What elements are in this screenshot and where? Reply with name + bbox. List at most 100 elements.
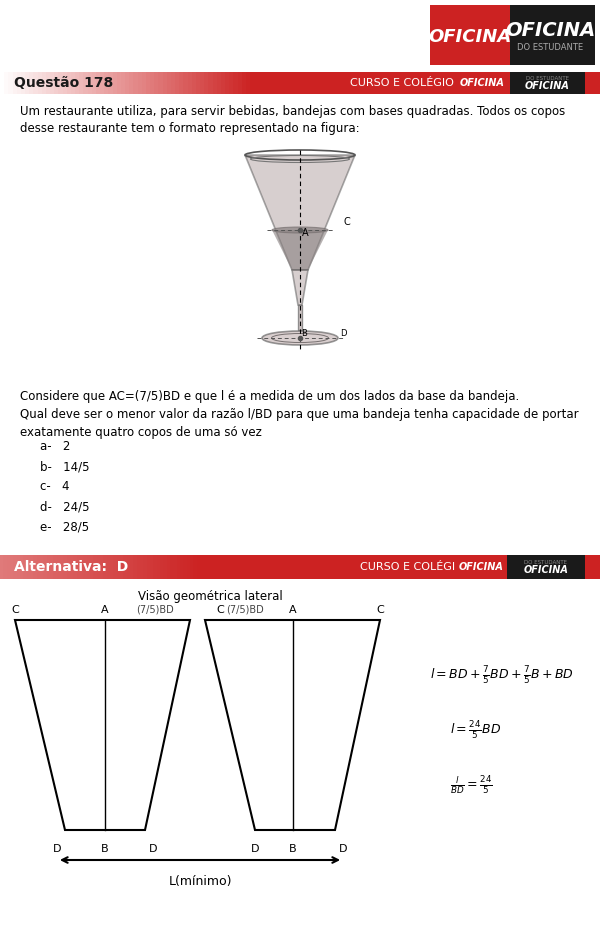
Bar <box>212 72 217 94</box>
Text: (7/5)BD: (7/5)BD <box>136 605 174 615</box>
Bar <box>175 72 179 94</box>
Bar <box>56 555 60 579</box>
Bar <box>121 72 125 94</box>
Bar <box>160 555 163 579</box>
Bar <box>179 72 184 94</box>
Text: D: D <box>53 844 61 854</box>
Bar <box>173 555 176 579</box>
Bar <box>75 72 79 94</box>
Bar <box>94 555 97 579</box>
Text: D: D <box>251 844 259 854</box>
Bar <box>196 72 200 94</box>
Text: A: A <box>289 605 297 615</box>
Bar <box>25 72 29 94</box>
Ellipse shape <box>272 227 328 233</box>
Bar <box>13 555 17 579</box>
Text: Questão 178: Questão 178 <box>14 76 113 90</box>
Text: Visão geométrica lateral: Visão geométrica lateral <box>137 590 283 603</box>
Bar <box>137 72 142 94</box>
Bar <box>246 72 250 94</box>
Bar <box>4 555 7 579</box>
Bar <box>233 72 238 94</box>
Bar <box>150 72 154 94</box>
Text: $\frac{l}{BD} = \frac{24}{5}$: $\frac{l}{BD} = \frac{24}{5}$ <box>450 774 493 796</box>
Bar <box>129 72 133 94</box>
Bar <box>13 72 17 94</box>
Polygon shape <box>430 5 510 65</box>
Bar <box>10 555 13 579</box>
Bar <box>140 555 143 579</box>
Bar <box>191 72 196 94</box>
Bar <box>116 555 120 579</box>
Bar <box>167 555 170 579</box>
Bar <box>83 72 88 94</box>
Bar <box>21 72 25 94</box>
Bar <box>163 555 167 579</box>
Bar <box>17 72 21 94</box>
Bar <box>154 72 158 94</box>
Bar <box>4 72 8 94</box>
Bar <box>238 72 242 94</box>
Bar <box>20 555 23 579</box>
Text: C: C <box>376 605 384 615</box>
Bar <box>23 555 26 579</box>
Text: Alternativa:  D: Alternativa: D <box>14 560 128 574</box>
Text: OFICINA: OFICINA <box>505 21 595 39</box>
Bar <box>157 555 160 579</box>
Bar <box>58 72 62 94</box>
Bar <box>104 72 109 94</box>
Text: a-   2: a- 2 <box>40 440 70 453</box>
Bar <box>0 555 4 579</box>
Bar <box>41 72 46 94</box>
Text: C: C <box>344 217 351 227</box>
Bar <box>34 72 37 94</box>
Text: A: A <box>302 228 308 238</box>
Bar <box>26 555 30 579</box>
Bar <box>17 555 20 579</box>
Bar <box>97 555 100 579</box>
Text: (7/5)BD: (7/5)BD <box>226 605 264 615</box>
Text: D: D <box>339 844 347 854</box>
Bar <box>455 72 585 94</box>
Bar <box>7 555 10 579</box>
Bar <box>0 555 600 579</box>
Bar <box>80 555 83 579</box>
Bar <box>0 72 600 94</box>
Text: OFICINA: OFICINA <box>524 565 568 575</box>
Bar <box>8 72 13 94</box>
Bar <box>187 72 191 94</box>
Bar <box>142 72 146 94</box>
Bar <box>208 72 212 94</box>
Bar <box>170 555 173 579</box>
Text: CURSO E COLÉGIO: CURSO E COLÉGIO <box>360 562 464 572</box>
Bar <box>133 72 137 94</box>
Bar <box>130 555 133 579</box>
Bar <box>158 72 163 94</box>
Bar <box>107 555 110 579</box>
Text: DO ESTUDANTE: DO ESTUDANTE <box>526 76 569 80</box>
Bar <box>167 72 171 94</box>
Polygon shape <box>15 620 190 830</box>
Bar <box>37 555 40 579</box>
Bar <box>67 555 70 579</box>
Text: b-   14/5: b- 14/5 <box>40 460 89 473</box>
Text: B: B <box>289 844 297 854</box>
Bar <box>229 72 233 94</box>
Bar <box>154 555 157 579</box>
Bar <box>124 555 127 579</box>
Bar <box>298 305 302 330</box>
Text: D: D <box>149 844 157 854</box>
Text: OFICINA: OFICINA <box>524 81 569 91</box>
Bar <box>0 72 4 94</box>
Text: exatamente quatro copos de uma só vez: exatamente quatro copos de uma só vez <box>20 426 262 439</box>
Bar <box>64 555 67 579</box>
Bar <box>133 555 137 579</box>
Bar <box>190 555 193 579</box>
Bar <box>113 555 116 579</box>
Ellipse shape <box>262 331 338 345</box>
Bar <box>100 72 104 94</box>
Text: Considere que AC=(7/5)BD e que l é a medida de um dos lados da base da bandeja.: Considere que AC=(7/5)BD e que l é a med… <box>20 390 519 403</box>
Text: OFICINA: OFICINA <box>428 28 512 46</box>
Bar <box>34 555 37 579</box>
Bar <box>455 555 585 579</box>
